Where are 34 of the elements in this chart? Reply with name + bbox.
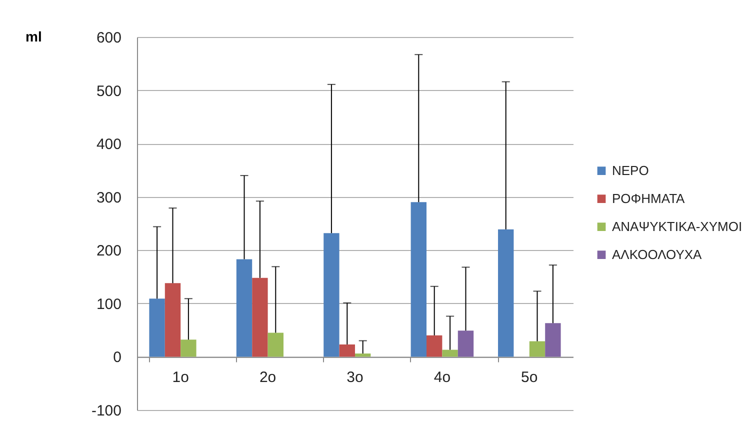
x-tick-label: 1o [172, 369, 189, 386]
bar [498, 229, 514, 357]
bar [410, 202, 427, 357]
bar [252, 278, 268, 357]
bar [164, 283, 181, 357]
x-tick-label: 3o [346, 369, 364, 386]
bar [236, 259, 252, 357]
bar [442, 350, 458, 357]
bar [426, 335, 442, 357]
y-axis-title: ml [26, 28, 42, 44]
y-tick-label: 600 [96, 30, 122, 46]
bar [324, 233, 340, 357]
y-tick-label: 200 [96, 242, 122, 260]
y-tick-label: -100 [91, 402, 122, 420]
bar [458, 330, 474, 357]
bar [529, 341, 546, 357]
y-tick-label: 400 [96, 136, 122, 154]
bar [545, 323, 561, 357]
bar [180, 340, 196, 357]
bar [355, 354, 371, 357]
y-tick-label: 0 [113, 349, 122, 366]
legend-label: ΑΝΑΨΥΚΤΙΚΑ-ΧΥΜΟΙ [612, 218, 742, 234]
x-tick-label: 5o [521, 369, 538, 386]
x-tick-label: 4o [434, 369, 451, 386]
legend-label: ΑΛΚΟΟΛΟΥΧΑ [612, 246, 702, 262]
legend-label: ΡΟΦΗΜΑΤΑ [612, 190, 686, 206]
bar [149, 298, 165, 357]
legend-label: ΝΕΡΟ [612, 162, 649, 178]
bar [268, 332, 284, 357]
y-tick-label: 300 [96, 189, 122, 206]
y-tick-label: 100 [96, 296, 122, 313]
y-tick-label: 500 [96, 82, 122, 100]
x-tick-label: 2o [259, 369, 276, 386]
bar [339, 344, 355, 357]
